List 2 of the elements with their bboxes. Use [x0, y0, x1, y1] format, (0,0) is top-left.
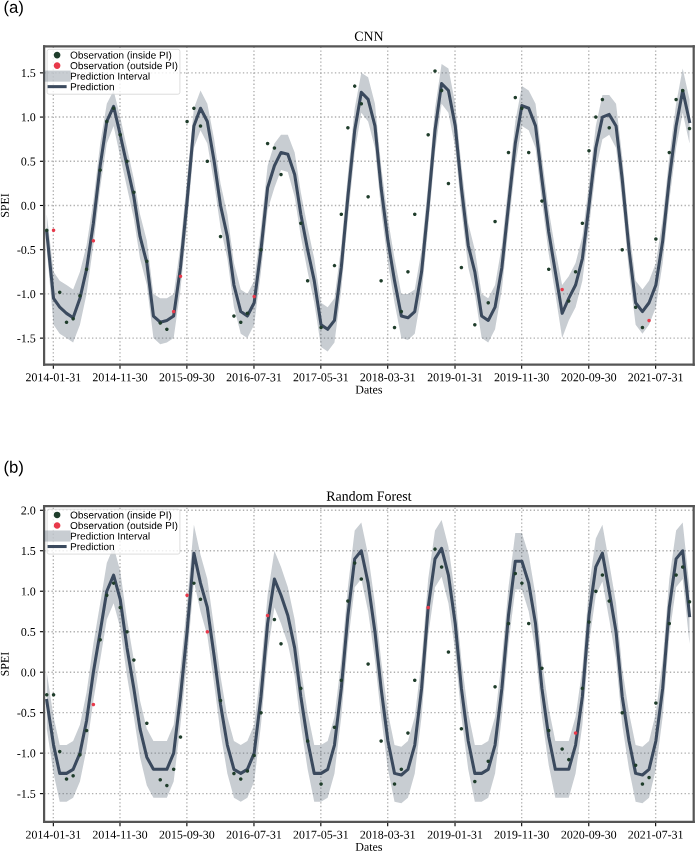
text: (b) [4, 460, 23, 477]
text: (a) [4, 0, 23, 17]
